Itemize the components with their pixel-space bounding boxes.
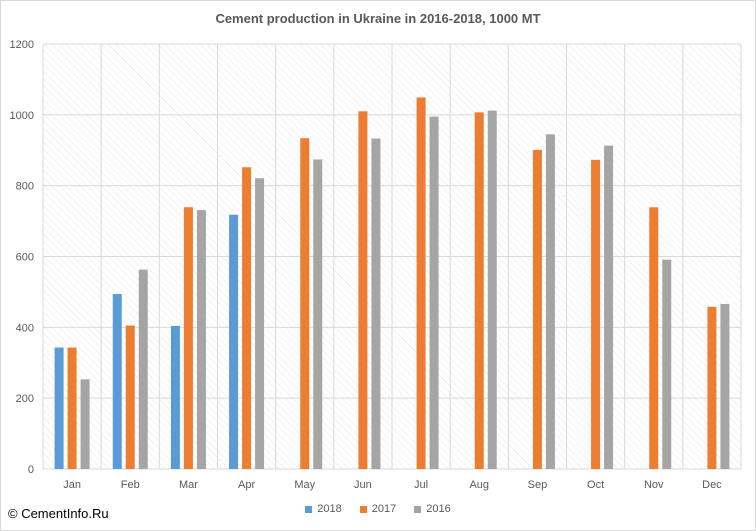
x-tick-label-feb: Feb xyxy=(121,479,140,491)
bar-2016-dec xyxy=(720,303,730,469)
bar-2017-may xyxy=(300,138,310,470)
x-tick-label-oct: Oct xyxy=(587,479,604,491)
bar-2017-oct xyxy=(591,159,601,469)
bar-2017-jun xyxy=(358,111,368,470)
y-tick-label: 800 xyxy=(16,181,34,193)
y-tick-label: 0 xyxy=(28,464,34,476)
bar-2017-nov xyxy=(649,207,659,470)
y-tick-label: 600 xyxy=(16,252,34,264)
bar-2016-jun xyxy=(371,138,381,469)
bar-2017-sep xyxy=(532,149,542,470)
x-tick-label-jul: Jul xyxy=(414,479,428,491)
x-tick-label-aug: Aug xyxy=(469,479,489,491)
x-tick-label-jan: Jan xyxy=(63,479,81,491)
x-tick-label-dec: Dec xyxy=(702,479,722,491)
legend-swatch xyxy=(305,505,313,513)
bar-2016-aug xyxy=(487,110,497,469)
bar-2016-sep xyxy=(545,134,555,469)
x-tick-label-may: May xyxy=(294,479,315,491)
legend-item-2018: 2018 xyxy=(305,503,342,515)
legend-label: 2016 xyxy=(426,503,451,515)
bar-2018-feb xyxy=(112,294,122,469)
x-tick-label-apr: Apr xyxy=(238,479,255,491)
bar-2016-jul xyxy=(429,116,439,470)
x-tick-label-jun: Jun xyxy=(354,479,372,491)
bar-2018-jan xyxy=(54,347,64,469)
legend-item-2016: 2016 xyxy=(414,503,451,515)
bar-2017-feb xyxy=(125,325,135,469)
x-tick-label-mar: Mar xyxy=(179,479,198,491)
bar-2016-feb xyxy=(138,269,148,469)
bar-2017-aug xyxy=(474,112,484,470)
bar-2016-nov xyxy=(662,259,672,469)
y-tick-label: 400 xyxy=(16,322,34,334)
bar-2016-mar xyxy=(196,210,206,469)
bar-2018-mar xyxy=(170,325,180,469)
legend: 2018 2017 2016 xyxy=(0,503,756,515)
y-tick-label: 1200 xyxy=(10,39,34,51)
bar-2018-apr xyxy=(229,214,239,469)
x-tick-label-sep: Sep xyxy=(528,479,548,491)
bar-2017-mar xyxy=(183,207,193,470)
bar-2017-jul xyxy=(416,97,426,470)
legend-swatch xyxy=(359,505,367,513)
watermark: © CementInfo.Ru xyxy=(8,506,109,521)
bar-2017-dec xyxy=(707,306,717,469)
bar-2016-may xyxy=(313,159,323,470)
y-tick-label: 200 xyxy=(16,393,34,405)
bar-2016-apr xyxy=(255,178,265,469)
bar-2016-oct xyxy=(604,145,614,470)
y-tick-label: 1000 xyxy=(10,110,34,122)
legend-item-2017: 2017 xyxy=(359,503,397,515)
legend-swatch xyxy=(414,505,422,513)
bar-2016-jan xyxy=(80,379,90,469)
bar-2017-apr xyxy=(242,167,252,469)
legend-label: 2017 xyxy=(371,503,397,515)
legend-label: 2018 xyxy=(317,503,342,515)
x-tick-label-nov: Nov xyxy=(644,479,664,491)
bar-2017-jan xyxy=(67,347,77,469)
chart-title: Cement production in Ukraine in 2016-201… xyxy=(215,11,541,26)
